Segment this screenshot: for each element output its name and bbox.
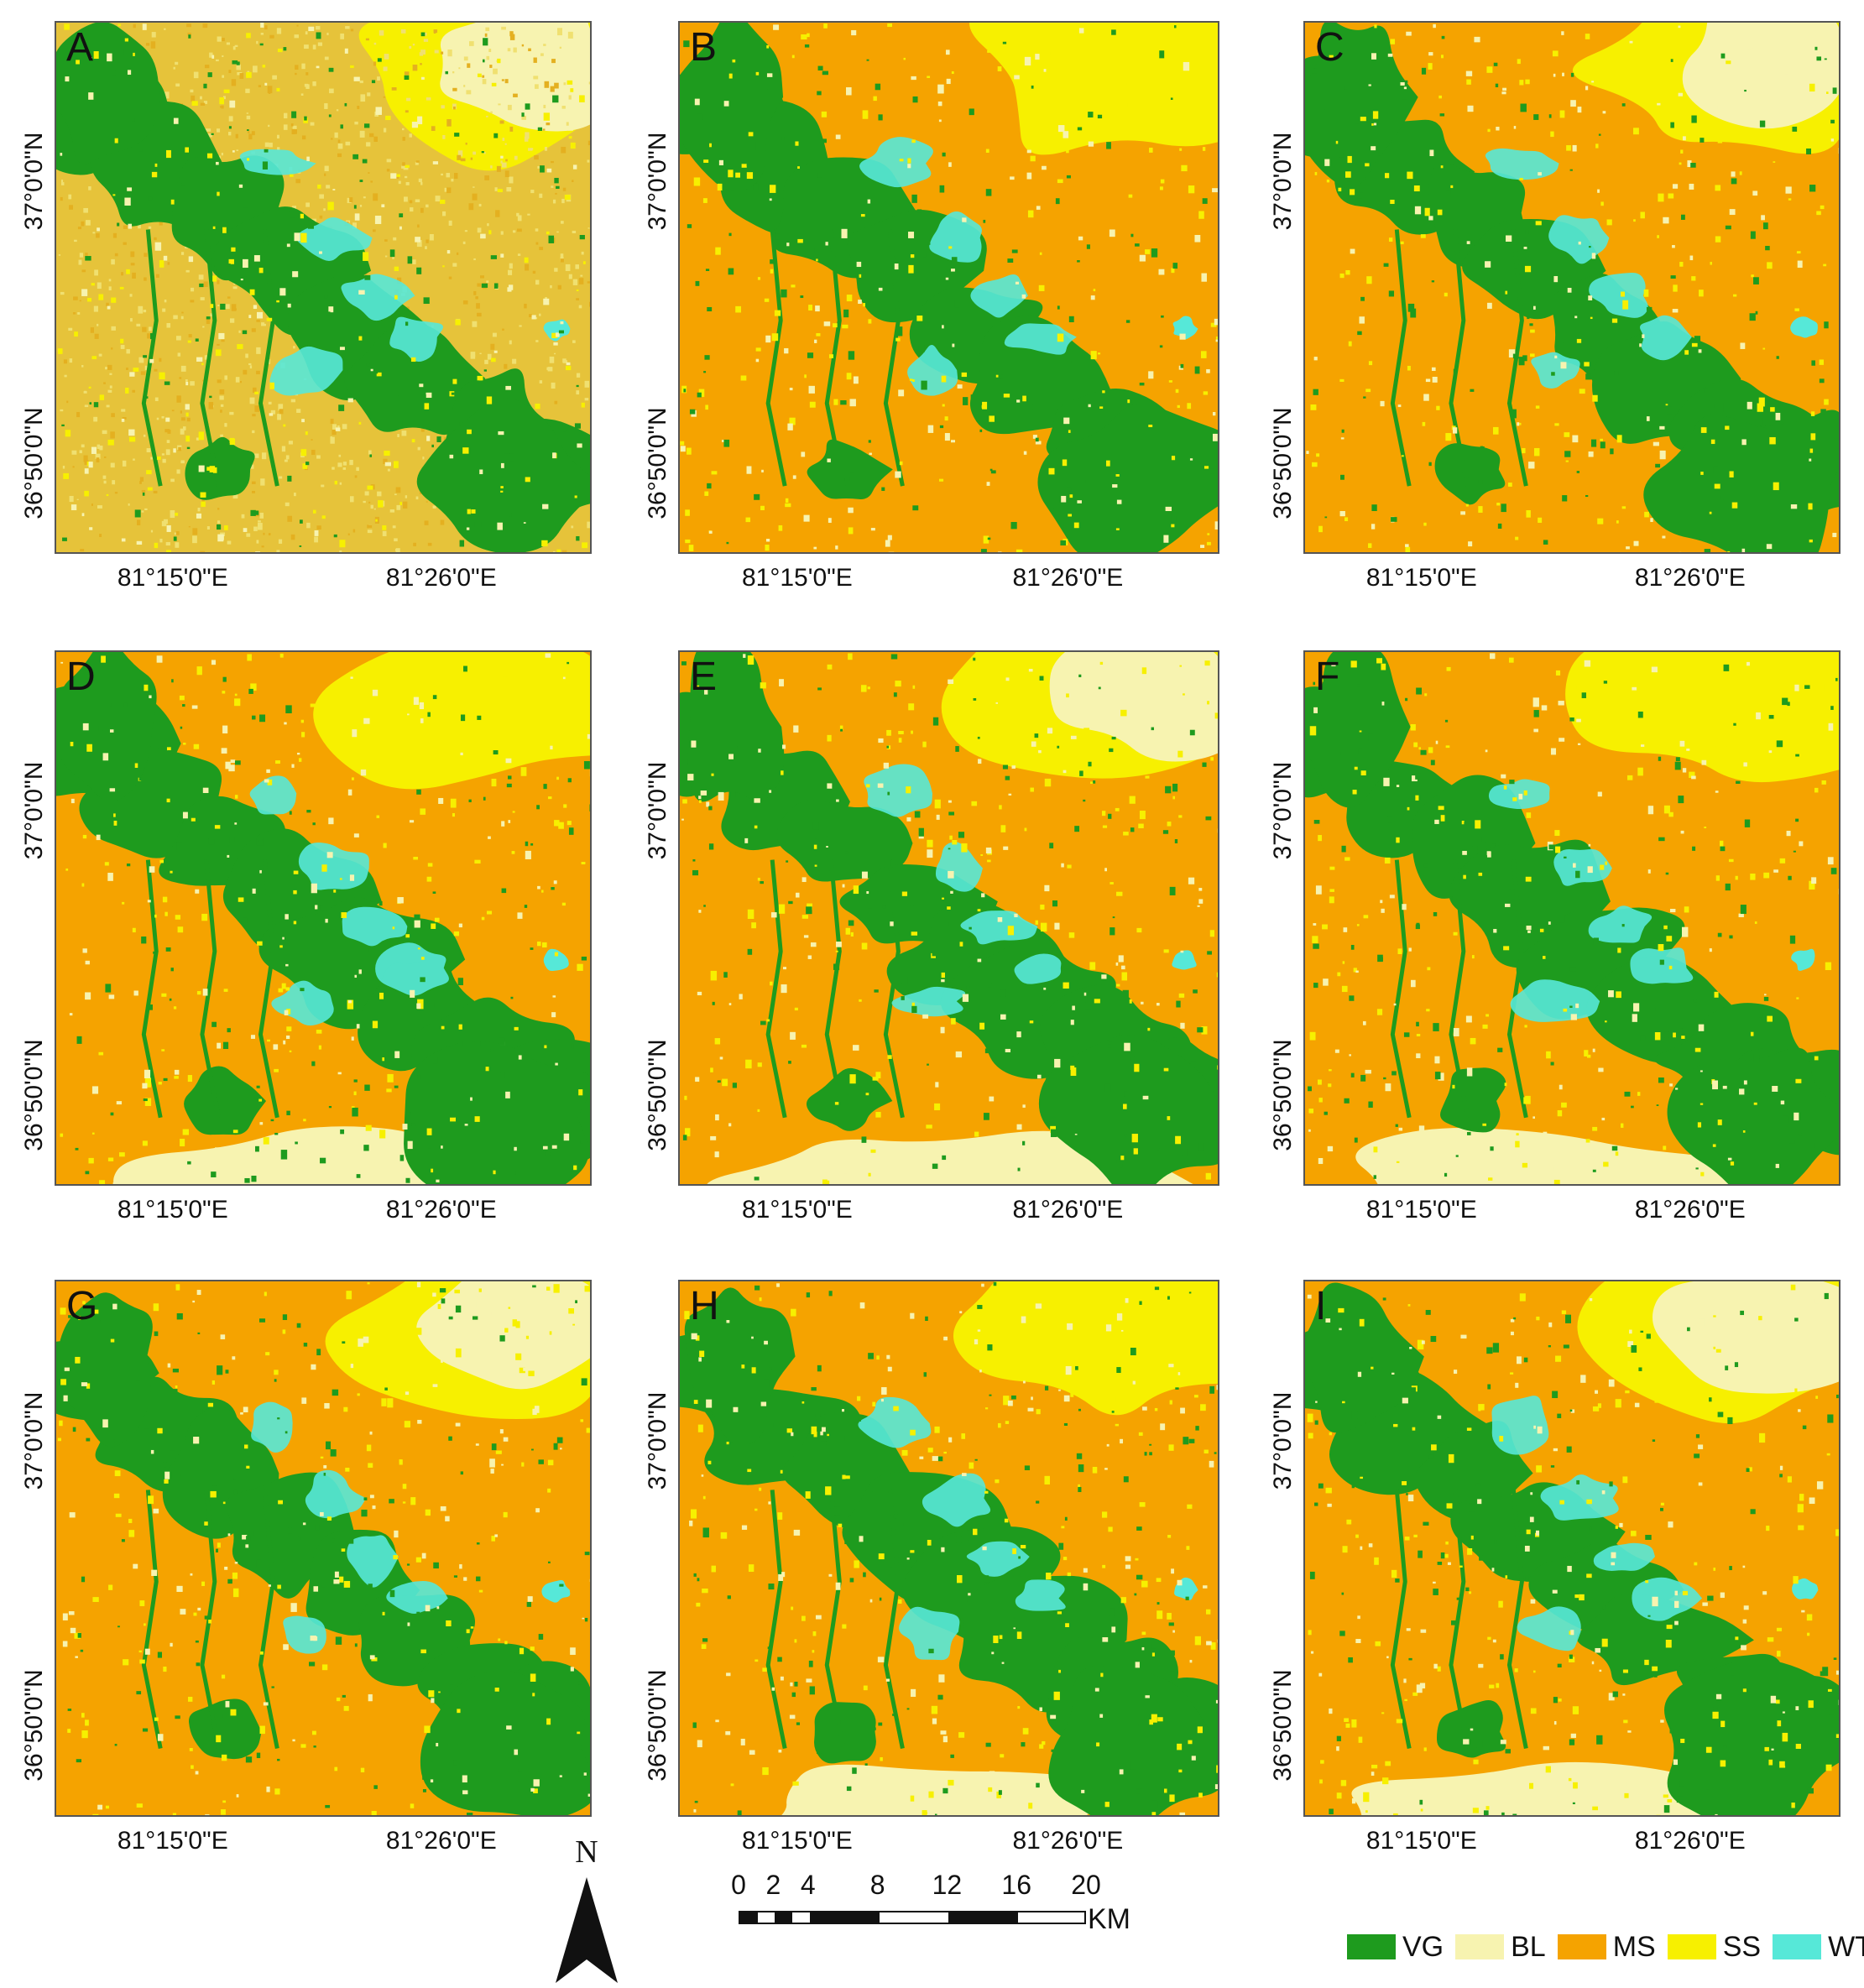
scale-tick-label: 20	[1071, 1870, 1101, 1900]
land-cover-raster	[1305, 23, 1839, 552]
latitude-label: 36°50'0"N	[1269, 1038, 1297, 1151]
longitude-label: 81°15'0"E	[1365, 1196, 1477, 1224]
longitude-label: 81°26'0"E	[1012, 1827, 1124, 1855]
scale-bar: 0 2 4 8 12 16 20 KM	[730, 1870, 1150, 1970]
scale-tick-label: 4	[800, 1870, 816, 1900]
longitude-label: 81°26'0"E	[1634, 564, 1746, 592]
latitude-label: 36°50'0"N	[1269, 1669, 1297, 1782]
longitude-label: 81°15'0"E	[741, 1196, 853, 1224]
latitude-label: 36°50'0"N	[644, 407, 671, 519]
classified-map: E	[678, 650, 1219, 1186]
legend-swatch	[1557, 1934, 1606, 1959]
latitude-label: 37°0'0"N	[644, 762, 671, 860]
classified-map: I	[1303, 1280, 1841, 1817]
legend-swatch	[1773, 1934, 1822, 1959]
legend: VG BL MS SS WT	[1347, 1930, 1864, 1964]
longitude-label: 81°26'0"E	[385, 1827, 497, 1855]
panel-letter: G	[66, 1284, 98, 1328]
longitude-label: 81°15'0"E	[741, 1827, 853, 1855]
legend-label: WT	[1828, 1930, 1864, 1963]
latitude-label: 37°0'0"N	[20, 132, 48, 230]
land-cover-raster	[680, 1281, 1218, 1815]
north-arrow-icon	[556, 1877, 618, 1983]
legend-swatch	[1347, 1934, 1396, 1959]
legend-item-wt: WT	[1773, 1931, 1864, 1964]
longitude-label: 81°15'0"E	[1365, 564, 1477, 592]
legend-item-vg: VG	[1347, 1931, 1444, 1964]
classified-map: C	[1303, 21, 1841, 554]
latitude-label: 36°50'0"N	[20, 1669, 48, 1782]
panel-letter: H	[690, 1284, 719, 1328]
latitude-label: 36°50'0"N	[644, 1038, 671, 1151]
longitude-label: 81°26'0"E	[1634, 1827, 1746, 1855]
longitude-label: 81°26'0"E	[1012, 564, 1124, 592]
scale-segment	[948, 1912, 1019, 1923]
latitude-label: 37°0'0"N	[644, 1391, 671, 1490]
longitude-label: 81°15'0"E	[1365, 1827, 1477, 1855]
latitude-label: 36°50'0"N	[1269, 407, 1297, 519]
panel-letter: E	[690, 655, 718, 699]
scale-tick-label: 16	[1001, 1870, 1031, 1900]
scale-tick-label: 12	[932, 1870, 963, 1900]
latitude-label: 37°0'0"N	[1269, 132, 1297, 230]
land-cover-raster	[1305, 1281, 1839, 1815]
longitude-label: 81°15'0"E	[117, 1196, 228, 1224]
latitude-label: 37°0'0"N	[20, 762, 48, 860]
classified-map: B	[678, 21, 1219, 554]
legend-swatch	[1667, 1934, 1716, 1959]
legend-item-ss: SS	[1667, 1930, 1762, 1964]
panel-letter: D	[66, 655, 96, 699]
longitude-label: 81°26'0"E	[385, 564, 497, 592]
panel-letter: A	[66, 25, 94, 70]
scale-tick-label: 2	[765, 1870, 781, 1900]
longitude-label: 81°15'0"E	[117, 564, 228, 592]
land-cover-raster	[680, 23, 1218, 552]
longitude-label: 81°15'0"E	[741, 564, 853, 592]
classified-map: A	[55, 21, 592, 554]
panel-letter: B	[690, 25, 718, 70]
scale-segment	[775, 1912, 793, 1923]
latitude-label: 37°0'0"N	[644, 132, 671, 230]
classified-map: H	[678, 1280, 1219, 1817]
land-cover-raster	[56, 652, 590, 1184]
latitude-label: 37°0'0"N	[20, 1391, 48, 1490]
land-cover-raster	[56, 23, 590, 552]
classified-map: F	[1303, 650, 1841, 1186]
latitude-label: 36°50'0"N	[644, 1669, 671, 1782]
scale-segment	[740, 1912, 758, 1923]
north-arrow: N	[549, 1834, 624, 1985]
land-cover-raster	[680, 652, 1218, 1184]
latitude-label: 36°50'0"N	[20, 407, 48, 519]
scale-segment	[809, 1912, 880, 1923]
longitude-label: 81°26'0"E	[385, 1196, 497, 1224]
latitude-label: 37°0'0"N	[1269, 762, 1297, 860]
land-cover-raster	[1305, 652, 1839, 1184]
legend-item-bl: BL	[1455, 1931, 1546, 1964]
legend-label: BL	[1511, 1930, 1546, 1963]
legend-label: SS	[1722, 1930, 1762, 1963]
panel-letter: C	[1315, 25, 1344, 70]
land-cover-raster	[56, 1281, 590, 1815]
north-letter: N	[575, 1834, 598, 1870]
scale-unit: KM	[1088, 1903, 1130, 1935]
scale-tick-label: 0	[731, 1870, 746, 1900]
legend-label: MS	[1612, 1930, 1656, 1963]
longitude-label: 81°26'0"E	[1012, 1196, 1124, 1224]
latitude-label: 36°50'0"N	[20, 1038, 48, 1151]
latitude-label: 37°0'0"N	[1269, 1391, 1297, 1490]
scale-tick-label: 8	[869, 1870, 885, 1900]
panel-letter: I	[1315, 1284, 1327, 1328]
scale-track	[739, 1911, 1086, 1924]
classified-map: D	[55, 650, 592, 1186]
panel-letter: F	[1315, 655, 1340, 699]
legend-item-ms: MS	[1557, 1930, 1656, 1964]
legend-swatch	[1455, 1934, 1505, 1959]
longitude-label: 81°15'0"E	[117, 1827, 228, 1855]
legend-label: VG	[1402, 1930, 1444, 1963]
longitude-label: 81°26'0"E	[1634, 1196, 1746, 1224]
classified-map: G	[55, 1280, 592, 1817]
